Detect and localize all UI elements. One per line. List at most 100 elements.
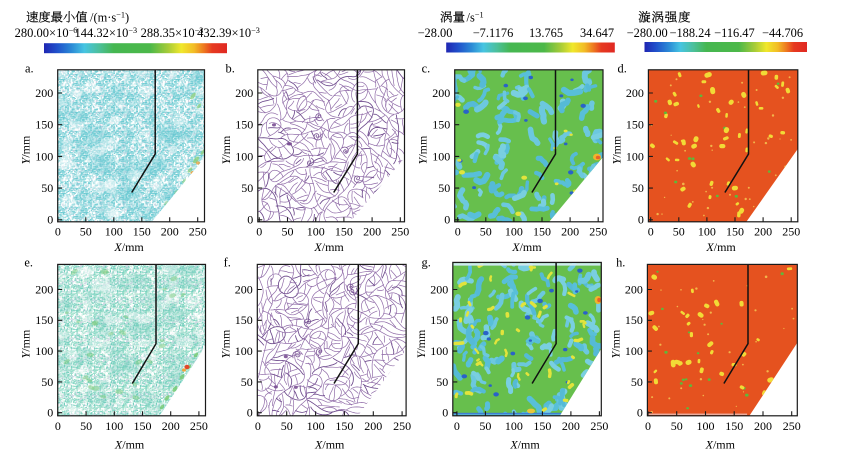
svg-text:0: 0: [47, 213, 53, 227]
svg-text:200: 200: [626, 86, 644, 100]
svg-text:50: 50: [241, 181, 253, 195]
svg-text:100: 100: [432, 149, 450, 163]
svg-text:X/mm: X/mm: [113, 240, 144, 254]
svg-text:0: 0: [255, 419, 261, 433]
svg-text:0: 0: [47, 406, 53, 420]
svg-text:200: 200: [35, 86, 53, 100]
svg-text:100: 100: [35, 149, 53, 163]
svg-text:50: 50: [241, 375, 253, 389]
svg-text:150: 150: [725, 419, 743, 433]
svg-text:−188.24: −188.24: [669, 26, 710, 40]
svg-text:150: 150: [430, 313, 448, 327]
svg-text:200: 200: [754, 224, 772, 238]
svg-text:X/mm: X/mm: [314, 437, 345, 451]
svg-text:150: 150: [235, 118, 253, 132]
svg-text:Y/mm: Y/mm: [219, 135, 233, 164]
svg-text:50: 50: [671, 419, 683, 433]
svg-text:b.: b.: [226, 62, 235, 76]
svg-text:250: 250: [189, 224, 207, 238]
svg-text:250: 250: [782, 224, 800, 238]
svg-text:200: 200: [162, 419, 180, 433]
svg-text:0: 0: [55, 419, 61, 433]
svg-text:−280.00: −280.00: [627, 26, 668, 40]
svg-text:0: 0: [247, 406, 253, 420]
svg-text:200: 200: [235, 86, 253, 100]
svg-text:50: 50: [80, 419, 92, 433]
svg-text:200: 200: [625, 282, 643, 296]
svg-text:280.00×10−6: 280.00×10−6: [15, 26, 78, 40]
svg-text:0: 0: [55, 224, 61, 238]
svg-text:250: 250: [589, 224, 607, 238]
svg-text:Y/mm: Y/mm: [19, 135, 33, 164]
svg-text:50: 50: [80, 224, 92, 238]
svg-text:100: 100: [105, 419, 123, 433]
svg-text:250: 250: [190, 419, 208, 433]
svg-text:100: 100: [626, 149, 644, 163]
svg-text:250: 250: [590, 419, 608, 433]
svg-text:100: 100: [430, 344, 448, 358]
svg-text:0: 0: [648, 224, 654, 238]
svg-text:e.: e.: [24, 256, 33, 270]
svg-text:150: 150: [35, 313, 53, 327]
svg-text:50: 50: [673, 224, 685, 238]
svg-text:0: 0: [645, 419, 651, 433]
svg-text:0: 0: [256, 224, 262, 238]
svg-text:100: 100: [505, 419, 523, 433]
svg-text:d.: d.: [618, 62, 627, 76]
svg-text:150: 150: [133, 224, 151, 238]
svg-text:100: 100: [625, 344, 643, 358]
svg-text:0: 0: [638, 213, 644, 227]
svg-text:250: 250: [391, 224, 409, 238]
svg-text:100: 100: [307, 224, 325, 238]
svg-text:0: 0: [455, 224, 461, 238]
svg-text:f.: f.: [224, 256, 231, 270]
svg-text:Y/mm: Y/mm: [416, 135, 430, 164]
svg-text:100: 100: [235, 149, 253, 163]
svg-text:200: 200: [35, 282, 53, 296]
svg-text:150: 150: [432, 118, 450, 132]
svg-text:0: 0: [444, 213, 450, 227]
svg-text:50: 50: [281, 419, 293, 433]
svg-text:−116.47: −116.47: [714, 26, 755, 40]
svg-text:100: 100: [235, 344, 253, 358]
svg-text:150: 150: [134, 419, 152, 433]
svg-text:34.647: 34.647: [580, 26, 614, 40]
svg-text:288.35×10−3: 288.35×10−3: [141, 26, 204, 40]
svg-text:g.: g.: [422, 256, 431, 270]
svg-text:100: 100: [35, 344, 53, 358]
svg-text:13.765: 13.765: [529, 26, 563, 40]
svg-text:0: 0: [247, 213, 253, 227]
svg-text:Y/mm: Y/mm: [218, 329, 232, 358]
svg-text:a.: a.: [25, 62, 34, 76]
svg-text:0: 0: [454, 419, 460, 433]
svg-text:50: 50: [479, 419, 491, 433]
svg-text:150: 150: [626, 118, 644, 132]
svg-text:50: 50: [41, 375, 53, 389]
svg-text:0: 0: [637, 406, 643, 420]
svg-text:150: 150: [335, 224, 353, 238]
svg-text:h.: h.: [616, 256, 625, 270]
svg-text:100: 100: [697, 419, 715, 433]
svg-text:50: 50: [438, 181, 450, 195]
svg-text:Y/mm: Y/mm: [414, 329, 428, 358]
svg-text:X/mm: X/mm: [313, 240, 344, 254]
svg-text:50: 50: [632, 181, 644, 195]
svg-text:144.32×10−3: 144.32×10−3: [74, 26, 137, 40]
svg-text:0: 0: [442, 406, 448, 420]
svg-text:100: 100: [105, 224, 123, 238]
svg-text:200: 200: [561, 224, 579, 238]
svg-text:200: 200: [161, 224, 179, 238]
svg-text:150: 150: [726, 224, 744, 238]
svg-text:50: 50: [436, 375, 448, 389]
svg-text:50: 50: [631, 375, 643, 389]
svg-text:X/mm: X/mm: [509, 437, 540, 451]
svg-text:150: 150: [335, 419, 353, 433]
svg-text:Y/mm: Y/mm: [609, 135, 623, 164]
svg-text:X/mm: X/mm: [511, 240, 542, 254]
svg-text:200: 200: [754, 419, 772, 433]
svg-text:−28.00: −28.00: [418, 26, 453, 40]
svg-text:Y/mm: Y/mm: [19, 329, 33, 358]
svg-text:−7.1176: −7.1176: [473, 26, 514, 40]
svg-text:−44.706: −44.706: [762, 26, 803, 40]
svg-text:X/mm: X/mm: [705, 437, 736, 451]
